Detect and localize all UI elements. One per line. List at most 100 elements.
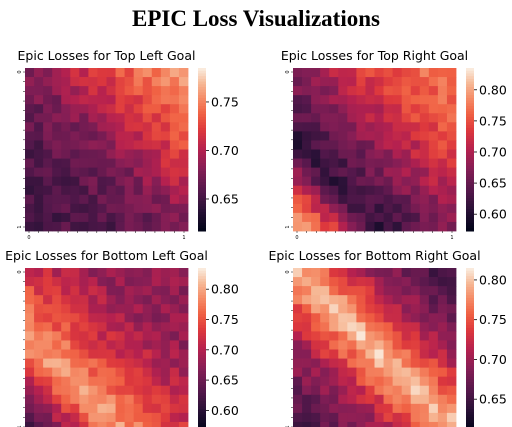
- colorbar-segment: [466, 225, 474, 229]
- heatmap-cell: [392, 149, 403, 159]
- colorbar-segment: [466, 89, 474, 93]
- heatmap-cell: [302, 304, 312, 314]
- heatmap-cell: [61, 403, 71, 414]
- heatmap-cell: [124, 403, 135, 414]
- heatmap-cell: [446, 95, 457, 105]
- heatmap-cell: [25, 268, 35, 278]
- heatmap-cell: [383, 113, 394, 123]
- colorbar-segment: [198, 125, 206, 129]
- colorbar-segment: [198, 217, 206, 221]
- heatmap-cell: [34, 322, 44, 332]
- colorbar-segment: [466, 195, 474, 199]
- heatmap-cell: [160, 149, 171, 159]
- heatmap-cell: [293, 122, 303, 132]
- heatmap-cell: [392, 304, 403, 314]
- heatmap-cell: [311, 77, 321, 87]
- heatmap-cell: [97, 149, 107, 159]
- heatmap-cell: [383, 221, 394, 232]
- heatmap-cell: [151, 277, 162, 287]
- heatmap-cell: [419, 176, 430, 187]
- colorbar-segment: [466, 354, 474, 359]
- heatmap-cell: [428, 340, 439, 350]
- colorbar-segment: [198, 209, 206, 213]
- heatmap-cell: [97, 185, 107, 196]
- heatmap-cell: [124, 412, 135, 423]
- heatmap-cell: [70, 68, 80, 78]
- heatmap-cell: [374, 340, 384, 350]
- colorbar-segment: [198, 84, 206, 88]
- colorbar-segment: [198, 163, 206, 167]
- heatmap-cell: [43, 394, 53, 405]
- heatmap-cell: [70, 122, 80, 132]
- heatmap-cell: [115, 286, 126, 296]
- heatmap-cell: [106, 77, 116, 87]
- heatmap-cell: [178, 185, 189, 196]
- heatmap-cell: [25, 140, 35, 150]
- heatmap-cell: [34, 95, 44, 105]
- heatmap-cell: [329, 376, 339, 387]
- heatmap-cell: [43, 158, 53, 169]
- heatmap-cell: [320, 394, 330, 405]
- colorbar-segment: [198, 220, 206, 224]
- colorbar-segment: [198, 179, 206, 183]
- heatmap-cell: [106, 331, 116, 341]
- heatmap-cell: [329, 403, 339, 414]
- heatmap-cell: [356, 77, 366, 87]
- colorbar-segment: [198, 341, 206, 345]
- colorbar-segment: [466, 81, 474, 85]
- heatmap-cell: [365, 203, 375, 214]
- heatmap-cell: [293, 286, 303, 296]
- heatmap-cell: [88, 104, 98, 114]
- heatmap-cell: [70, 349, 80, 359]
- heatmap-cell: [79, 221, 89, 232]
- colorbar-segment: [198, 333, 206, 337]
- heatmap-cell: [133, 286, 144, 296]
- heatmap-cell: [43, 322, 53, 332]
- heatmap-cell: [374, 367, 384, 378]
- heatmap-cell: [160, 167, 171, 178]
- colorbar-segment: [466, 119, 474, 123]
- colorbar-segment: [198, 198, 206, 202]
- heatmap-cell: [70, 403, 80, 414]
- heatmap-cell: [338, 185, 348, 196]
- heatmap-cell: [356, 104, 366, 114]
- heatmap-cell: [97, 140, 107, 150]
- heatmap-cell: [437, 421, 448, 427]
- heatmap-cell: [70, 185, 80, 196]
- heatmap-cell: [347, 113, 357, 123]
- heatmap-cell: [124, 268, 135, 278]
- heatmap-cell: [338, 77, 348, 87]
- heatmap-cell: [106, 122, 116, 132]
- heatmap-cell: [320, 104, 330, 114]
- heatmap-cell: [419, 421, 430, 427]
- heatmap-cell: [437, 167, 448, 178]
- heatmap-cell: [97, 331, 107, 341]
- colorbar-segment: [466, 220, 474, 224]
- heatmap-cell: [169, 394, 180, 405]
- heatmap-cell: [374, 421, 384, 427]
- heatmap-cell: [115, 331, 126, 341]
- heatmap-cell: [329, 77, 339, 87]
- heatmap-cell: [356, 131, 366, 141]
- heatmap-cell: [320, 268, 330, 278]
- heatmap-cell: [142, 403, 153, 414]
- heatmap-cell: [419, 221, 430, 232]
- heatmap-cell: [419, 367, 430, 378]
- heatmap-cell: [43, 277, 53, 287]
- colorbar-segment: [198, 87, 206, 91]
- colorbar-segment: [466, 311, 474, 315]
- heatmap-cell: [329, 295, 339, 305]
- heatmap-cell: [169, 95, 180, 105]
- heatmap-cell: [446, 122, 457, 132]
- heatmap-cell: [133, 122, 144, 132]
- colorbar-segment: [198, 395, 206, 399]
- heatmap-cell: [115, 358, 126, 369]
- heatmap-cell: [446, 367, 457, 378]
- heatmap-cell: [374, 277, 384, 287]
- heatmap-cell: [34, 122, 44, 132]
- heatmap-cell: [79, 286, 89, 296]
- heatmap-cell: [178, 95, 189, 105]
- heatmap-cell: [446, 421, 457, 427]
- heatmap-cell: [419, 385, 430, 396]
- heatmap-cell: [97, 277, 107, 287]
